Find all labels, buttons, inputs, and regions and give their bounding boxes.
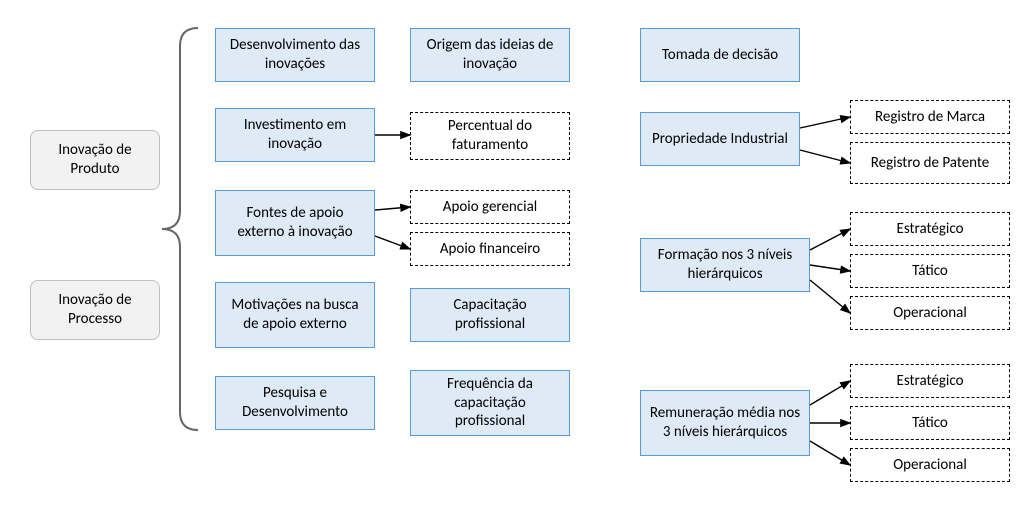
label: Frequência da capacitação profissional [419,375,561,431]
label: Fontes de apoio externo à inovação [224,204,366,242]
box-estrat2: Estratégico [850,364,1010,398]
box-desenv: Desenvolvimento das inovações [215,28,375,82]
box-gerencial: Apoio gerencial [410,190,570,224]
label: Tático [912,262,948,281]
box-motiv: Motivações na busca de apoio externo [215,282,375,348]
box-patente: Registro de Patente [850,142,1010,184]
label: Estratégico [897,372,964,391]
box-tatico2: Tático [850,406,1010,440]
box-estrat1: Estratégico [850,212,1010,246]
label: Motivações na busca de apoio externo [224,296,366,334]
label: Investimento em inovação [224,116,366,154]
label: Registro de Patente [871,154,989,173]
root-produto: Inovação de Produto [30,130,160,190]
box-formacao: Formação nos 3 níveis hierárquicos [640,238,810,292]
box-pesq: Pesquisa e Desenvolvimento [215,376,375,430]
label: Estratégico [897,220,964,239]
box-fontes: Fontes de apoio externo à inovação [215,190,375,256]
label: Operacional [893,304,967,323]
box-freq: Frequência da capacitação profissional [410,370,570,436]
box-invest: Investimento em inovação [215,108,375,162]
label: Registro de Marca [875,108,985,127]
label: Apoio financeiro [440,240,540,259]
box-financeiro: Apoio financeiro [410,232,570,266]
bracket-icon [162,28,198,430]
box-remun: Remuneração média nos 3 níveis hierárqui… [640,390,810,456]
box-marca: Registro de Marca [850,100,1010,134]
label: Desenvolvimento das inovações [224,36,366,74]
box-capac: Capacitação profissional [410,288,570,342]
label: Apoio gerencial [443,198,537,217]
label: Formação nos 3 níveis hierárquicos [649,246,801,284]
label: Tático [912,414,948,433]
label: Origem das ideias de inovação [419,36,561,74]
label: Percentual do faturamento [419,117,561,155]
box-oper2: Operacional [850,448,1010,482]
label: Remuneração média nos 3 níveis hierárqui… [649,404,801,442]
box-prop: Propriedade Industrial [640,112,800,166]
label: Pesquisa e Desenvolvimento [224,384,366,422]
label: Propriedade Industrial [652,130,788,149]
root-produto-label: Inovação de Produto [39,141,151,179]
box-tatico1: Tático [850,254,1010,288]
label: Capacitação profissional [419,296,561,334]
root-processo-label: Inovação de Processo [39,291,151,329]
root-processo: Inovação de Processo [30,280,160,340]
box-tomada: Tomada de decisão [640,28,800,82]
label: Tomada de decisão [662,46,778,65]
box-origem: Origem das ideias de inovação [410,28,570,82]
label: Operacional [893,456,967,475]
box-percent: Percentual do faturamento [410,112,570,160]
box-oper1: Operacional [850,296,1010,330]
